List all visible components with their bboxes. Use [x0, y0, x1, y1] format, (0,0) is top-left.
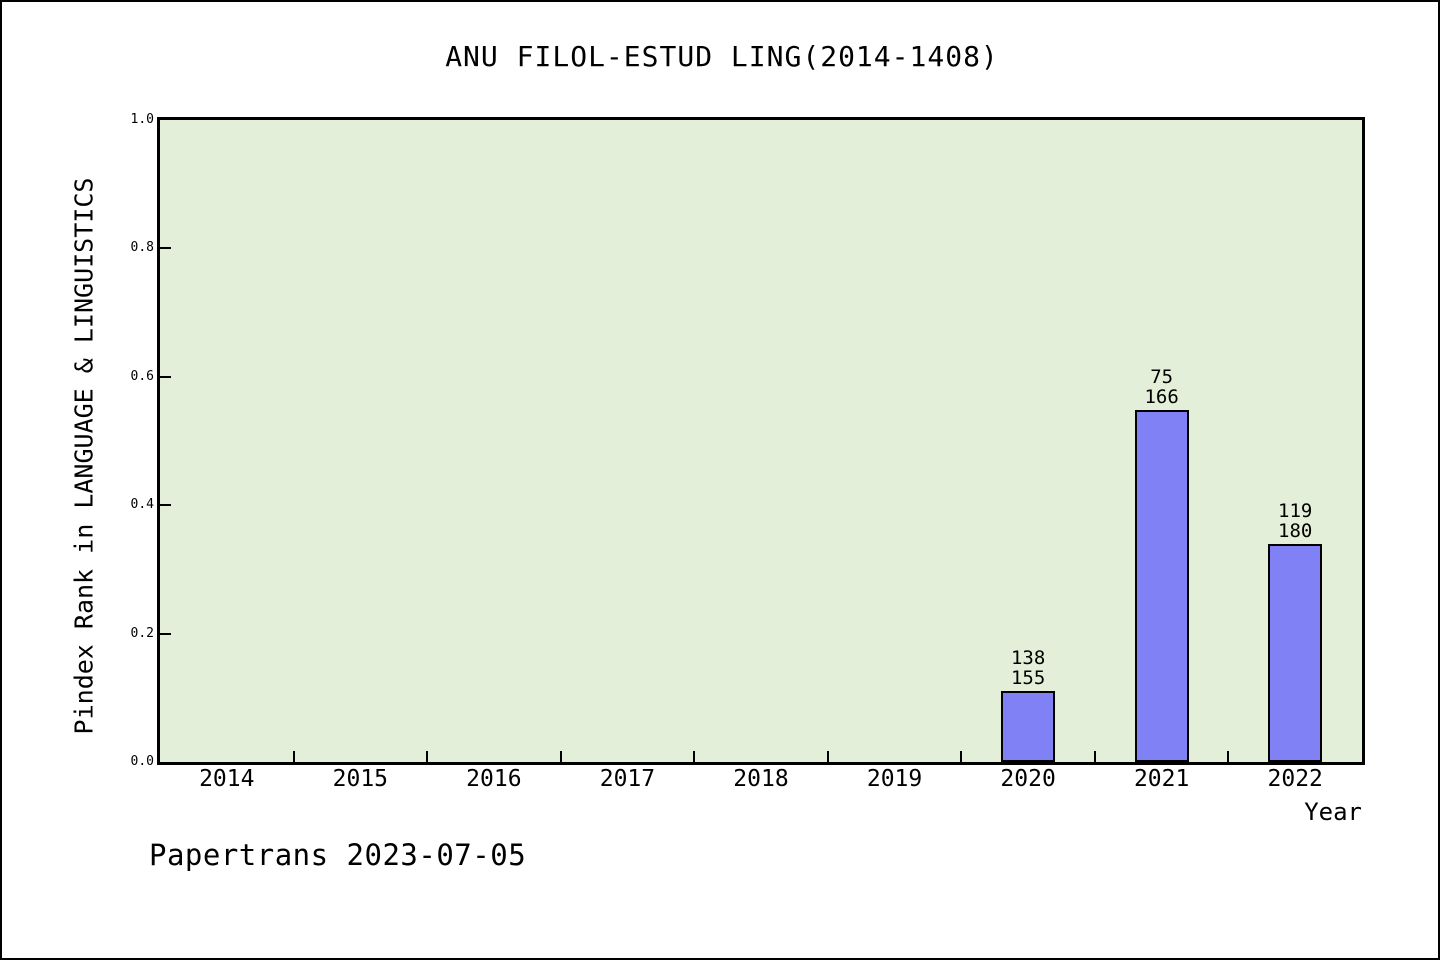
x-tick-label: 2019: [866, 766, 923, 792]
y-tick-label: 1.0: [130, 112, 154, 127]
x-tick-mark: [559, 751, 562, 762]
chart-title: ANU FILOL-ESTUD LING(2014-1408): [445, 40, 999, 73]
y-tick-mark: [160, 375, 171, 378]
x-tick-mark: [426, 751, 429, 762]
x-tick-label: 2021: [1133, 766, 1190, 792]
y-tick-mark: [160, 504, 171, 507]
plot-area: 138 155 75 166 119 180: [157, 117, 1365, 765]
x-tick-label: 2016: [466, 766, 522, 792]
x-tick-label: 2020: [1000, 766, 1056, 792]
y-tick-label: 0.4: [130, 497, 154, 513]
y-tick-mark: [160, 247, 171, 250]
x-tick-label: 2022: [1267, 766, 1323, 792]
bar-label: 119 180: [1278, 500, 1313, 543]
x-tick-label: 2017: [599, 766, 656, 792]
y-tick-label: 0.2: [130, 625, 154, 641]
x-tick-mark: [292, 751, 295, 762]
y-tick-label: 0.6: [130, 368, 154, 384]
bar-label: 138 155: [1010, 647, 1046, 690]
x-tick-label: 2018: [733, 766, 789, 792]
x-tick-mark: [1093, 751, 1096, 762]
x-tick-mark: [693, 751, 696, 762]
bar: [1268, 544, 1323, 762]
y-tick-label: 0.0: [130, 754, 154, 769]
y-tick-label: 0.8: [130, 240, 154, 256]
footer-text: Papertrans 2023-07-05: [149, 838, 527, 872]
y-tick-mark: [160, 632, 171, 635]
x-tick-label: 2015: [332, 766, 389, 792]
x-tick-label: 2014: [199, 766, 255, 792]
x-tick-mark: [826, 751, 829, 762]
bar: [1134, 410, 1189, 762]
x-tick-mark: [960, 751, 963, 762]
y-axis-label: Pindex Rank in LANGUAGE & LINGUISTICS: [69, 177, 99, 735]
bar-label: 75 166: [1144, 366, 1179, 409]
x-axis-label: Year: [1304, 798, 1362, 826]
x-tick-mark: [1227, 751, 1230, 762]
bar: [1001, 691, 1056, 762]
